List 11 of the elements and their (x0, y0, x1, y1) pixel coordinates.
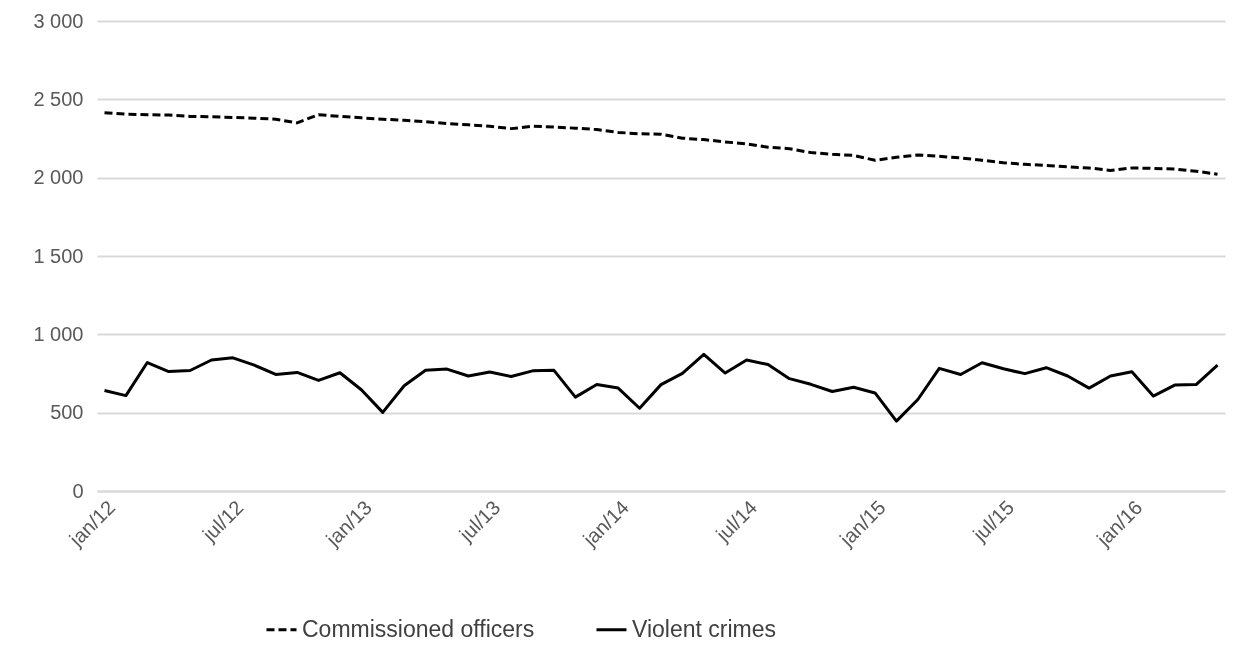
y-tick-label: 3 000 (33, 9, 84, 32)
y-tick-label: 2 500 (33, 87, 84, 110)
line-series (102, 111, 1220, 176)
y-tick-label: 1 000 (33, 322, 84, 345)
line-series (102, 352, 1220, 423)
y-tick-label: 1 500 (33, 244, 84, 267)
y-tick-label: 500 (50, 401, 84, 424)
y-tick-label: 2 000 (33, 166, 84, 189)
legend-label: Commissioned officers (302, 615, 535, 642)
legend-label: Violent crimes (632, 615, 777, 642)
y-tick-label: 0 (72, 479, 84, 502)
